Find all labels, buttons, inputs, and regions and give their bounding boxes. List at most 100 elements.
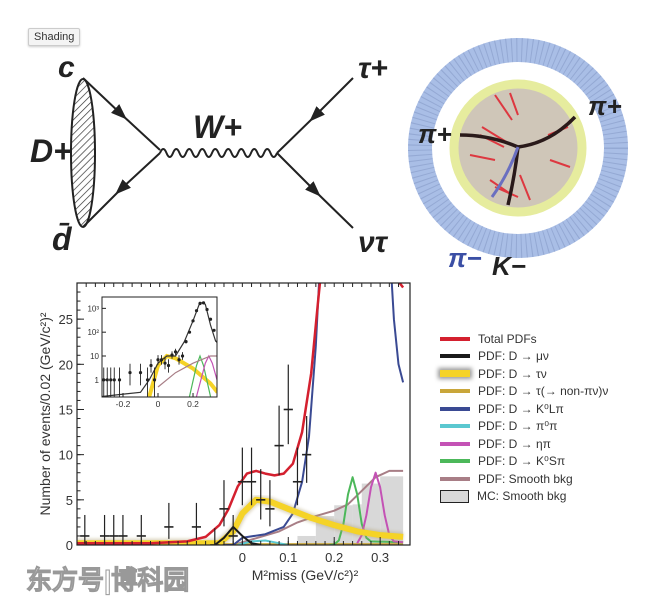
- inset-data-point: [198, 301, 202, 306]
- inset-data-point: [184, 339, 188, 344]
- inset-background: [102, 297, 217, 397]
- legend-label: MC: Smooth bkg: [477, 489, 567, 504]
- curve-kl-pi: [77, 283, 321, 545]
- data-point: [80, 514, 90, 544]
- legend-swatch: [440, 459, 470, 464]
- label-w-plus: W+: [193, 109, 242, 145]
- label-pi-minus: π−: [448, 243, 482, 273]
- data-point: [219, 480, 229, 527]
- legend-label: PDF: D → π⁰π: [478, 419, 558, 434]
- inset-data-point: [156, 355, 160, 365]
- inset-data-point: [170, 351, 174, 359]
- legend-entry: MC: Smooth bkg: [440, 488, 608, 506]
- y-axis-label: Number of events/0.02 (GeV/c²)²: [37, 312, 53, 515]
- legend-entry: Total PDFs: [440, 330, 608, 348]
- legend-entry: PDF: D → K⁰Sπ: [440, 453, 608, 471]
- data-point: [164, 502, 174, 539]
- inset-data-point: [194, 309, 199, 313]
- inset-marker: [166, 363, 171, 368]
- neutrino-line: [276, 152, 354, 229]
- inset-marker: [173, 350, 178, 354]
- inset-data-point: [109, 367, 113, 397]
- x-axis-label: M²miss (GeV/c²)²: [252, 567, 359, 583]
- mc-histogram-bar: [380, 476, 404, 545]
- inset-marker: [208, 317, 213, 321]
- inset-marker: [163, 361, 167, 365]
- meson-blob: [70, 78, 96, 228]
- watermark: 东方号|博科园: [25, 565, 190, 595]
- inset-curve-eta-pi: [195, 354, 217, 397]
- inset-marker: [152, 378, 157, 382]
- inset-marker: [156, 358, 160, 362]
- data-point: [283, 364, 293, 445]
- shading-tooltip: Shading: [28, 28, 81, 46]
- calorimeter-segments: [408, 38, 628, 258]
- pion-minus-track: [490, 146, 520, 198]
- data-point: [246, 447, 257, 506]
- data-point: [191, 502, 202, 539]
- legend-label: PDF: D → ηπ: [478, 436, 551, 451]
- legend-label: PDF: D → τ(→ non-πν)ν: [478, 384, 609, 399]
- inset-data-point: [191, 319, 195, 323]
- x-tick-label: 0.3: [371, 550, 389, 565]
- data-point: [118, 514, 128, 544]
- inset-frame: [101, 296, 218, 398]
- inset-data-point: [149, 359, 153, 373]
- inset-y-tick-label: 10²: [87, 328, 99, 337]
- inset-marker: [180, 354, 185, 358]
- curve-tau-nu: [77, 496, 404, 545]
- inset-curve-tau-nu: [147, 353, 217, 397]
- inset-curve-ks-pi: [188, 354, 212, 397]
- legend-label: PDF: D → τν: [478, 366, 547, 381]
- inset-data-point: [166, 359, 171, 373]
- legend-swatch: [440, 424, 470, 429]
- curve-pi0pi: [237, 539, 289, 545]
- inset-marker: [177, 358, 181, 362]
- inset-data-point: [112, 367, 116, 397]
- quark-line-c: [82, 77, 161, 151]
- inset-marker: [201, 301, 206, 305]
- inset-data-point: [152, 367, 157, 397]
- inset-marker: [212, 328, 216, 332]
- legend: Total PDFs PDF: D → μν PDF: D → τν PDF: D →…: [440, 330, 608, 505]
- data-point: [302, 415, 312, 483]
- legend-entry: PDF: D → π⁰π: [440, 418, 608, 436]
- inset-marker: [149, 363, 153, 368]
- inset-data-point: [187, 330, 192, 334]
- label-pi-plus-right: π+: [588, 91, 622, 121]
- y-tick-label: 25: [59, 312, 73, 327]
- legend-label: PDF: D → K⁰Sπ: [478, 454, 566, 469]
- legend-swatch: [440, 476, 470, 481]
- inset-data-point: [105, 367, 109, 397]
- inset-data-point: [117, 367, 122, 397]
- inset-data-point: [173, 348, 178, 355]
- y-tick-label: 20: [59, 357, 73, 372]
- inset-curve-smooth-bkg: [157, 355, 217, 388]
- inset-data-point: [138, 363, 143, 386]
- legend-label: PDF: Smooth bkg: [478, 471, 573, 486]
- curve-mu-nu: [214, 525, 261, 545]
- legend-entry: PDF: D → ηπ: [440, 435, 608, 453]
- legend-label: PDF: D → μν: [478, 349, 549, 364]
- inset-data-point: [177, 355, 181, 365]
- inset-data-point: [128, 363, 132, 386]
- inset-marker: [184, 340, 188, 344]
- label-d-plus: D+: [30, 133, 72, 169]
- inset-data-point: [208, 317, 213, 321]
- mc-histogram-bar: [297, 535, 316, 545]
- inset-y-tick-label: 1: [95, 376, 100, 385]
- legend-swatch: [440, 354, 470, 359]
- quark-line-dbar: [82, 152, 161, 228]
- label-pi-plus-left: π+: [418, 119, 452, 149]
- x-tick-label: 0: [239, 550, 246, 565]
- inset-plot-area: [102, 301, 217, 397]
- inset-data-point: [145, 367, 150, 397]
- data-point: [256, 469, 266, 520]
- legend-swatch: [440, 336, 470, 341]
- inset-data-point: [205, 307, 209, 312]
- inset-marker: [145, 378, 150, 382]
- legend-entry: PDF: D → μν: [440, 348, 608, 366]
- plot-area: [77, 283, 405, 545]
- w-boson-propagator: [159, 148, 278, 158]
